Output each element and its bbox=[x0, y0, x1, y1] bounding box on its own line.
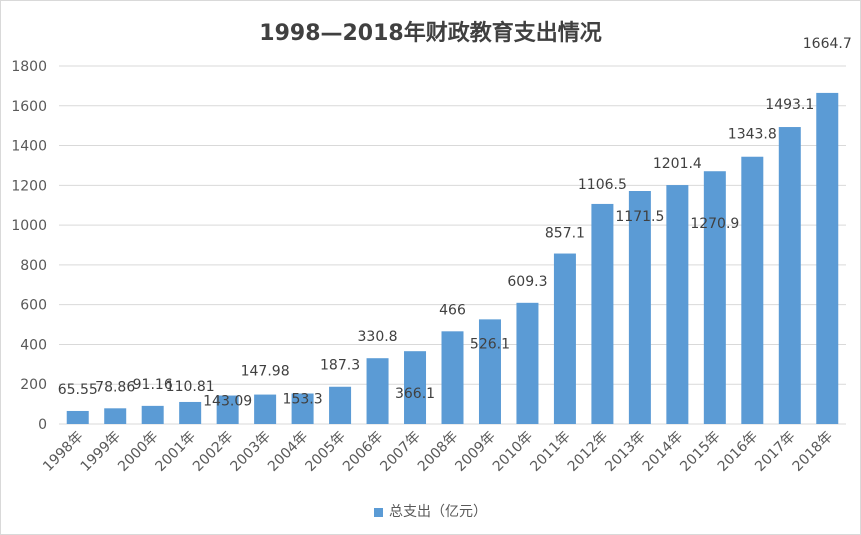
x-tick-label: 2006年 bbox=[340, 429, 386, 475]
bar bbox=[404, 351, 427, 424]
x-tick-label: 2002年 bbox=[190, 429, 236, 475]
x-tick-label: 2004年 bbox=[265, 429, 311, 475]
x-tick-label: 2008年 bbox=[415, 429, 461, 475]
x-tick-label: 2014年 bbox=[640, 429, 686, 475]
x-tick-label: 2005年 bbox=[302, 429, 348, 475]
bar bbox=[628, 191, 651, 424]
x-tick-label: 2015年 bbox=[677, 429, 723, 475]
x-tick-label: 2017年 bbox=[752, 429, 798, 475]
bar bbox=[366, 358, 389, 424]
bar bbox=[778, 127, 801, 424]
chart-title: 1998—2018年财政教育支出情况 bbox=[259, 21, 602, 46]
data-label: 1201.4 bbox=[653, 156, 702, 172]
y-tick-label: 600 bbox=[20, 298, 47, 314]
data-label: 153.3 bbox=[283, 392, 323, 408]
bar bbox=[591, 203, 614, 424]
data-label: 65.55 bbox=[58, 382, 98, 398]
y-tick-label: 1000 bbox=[11, 218, 47, 234]
data-label: 526.1 bbox=[470, 336, 510, 352]
data-label: 91.16 bbox=[133, 377, 173, 393]
data-label: 1493.1 bbox=[765, 97, 814, 113]
data-label: 609.3 bbox=[507, 274, 547, 290]
data-label: 366.1 bbox=[395, 386, 435, 402]
legend-label: 总支出（亿元） bbox=[389, 504, 487, 520]
bar bbox=[329, 386, 352, 424]
x-tick-label: 2016年 bbox=[715, 429, 761, 475]
bar bbox=[553, 253, 576, 424]
bar bbox=[816, 92, 839, 424]
data-label: 1664.7 bbox=[803, 36, 852, 52]
bar bbox=[141, 405, 164, 424]
x-tick-label: 2009年 bbox=[452, 429, 498, 475]
x-tick-label: 2000年 bbox=[115, 429, 161, 475]
legend: 总支出（亿元） bbox=[1, 501, 860, 521]
bar bbox=[179, 401, 202, 424]
data-label: 466 bbox=[439, 302, 466, 318]
x-tick-label: 2011年 bbox=[527, 429, 573, 475]
bar bbox=[478, 319, 501, 424]
x-tick-label: 2003年 bbox=[228, 429, 274, 475]
bar bbox=[104, 408, 127, 424]
bar bbox=[216, 395, 239, 424]
x-tick-label: 2010年 bbox=[490, 429, 536, 475]
bar bbox=[703, 171, 726, 424]
data-label: 1171.5 bbox=[615, 209, 664, 225]
data-label: 1343.8 bbox=[728, 127, 777, 143]
y-tick-label: 1200 bbox=[11, 178, 47, 194]
bar bbox=[66, 410, 89, 424]
bar bbox=[254, 394, 277, 424]
bar bbox=[291, 393, 314, 424]
data-label: 1106.5 bbox=[578, 177, 627, 193]
x-tick-label: 2001年 bbox=[153, 429, 199, 475]
legend-swatch bbox=[374, 507, 383, 517]
x-tick-label: 1999年 bbox=[78, 429, 124, 475]
bar bbox=[666, 185, 689, 424]
x-tick-label: 2007年 bbox=[377, 429, 423, 475]
y-tick-label: 0 bbox=[38, 417, 47, 433]
bar bbox=[441, 331, 464, 424]
data-label: 1270.9 bbox=[690, 216, 739, 232]
bar bbox=[741, 156, 764, 425]
data-label: 147.98 bbox=[241, 364, 290, 380]
y-tick-label: 800 bbox=[20, 258, 47, 274]
y-tick-label: 200 bbox=[20, 377, 47, 393]
y-tick-label: 1600 bbox=[11, 99, 47, 115]
bar bbox=[516, 302, 539, 424]
x-tick-label: 2018年 bbox=[790, 429, 836, 475]
data-label: 187.3 bbox=[320, 358, 360, 374]
y-tick-label: 400 bbox=[20, 337, 47, 353]
y-tick-label: 1400 bbox=[11, 139, 47, 155]
x-tick-label: 2013年 bbox=[602, 429, 648, 475]
data-label: 110.81 bbox=[166, 379, 215, 395]
y-tick-label: 1800 bbox=[11, 59, 47, 75]
data-label: 78.86 bbox=[95, 379, 135, 395]
x-tick-label: 1998年 bbox=[40, 429, 86, 475]
data-label: 330.8 bbox=[358, 329, 398, 345]
data-label: 143.09 bbox=[203, 394, 252, 410]
x-tick-label: 2012年 bbox=[565, 429, 611, 475]
data-label: 857.1 bbox=[545, 226, 585, 242]
